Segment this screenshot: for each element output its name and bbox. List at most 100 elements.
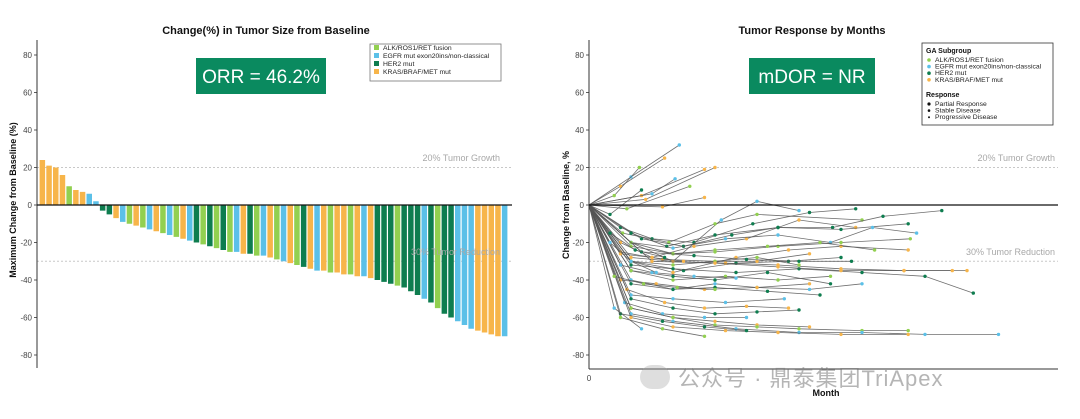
spider-point [797,327,801,331]
waterfall-bar [213,205,220,249]
legend-dot-alk [927,58,931,62]
waterfall-bar [475,205,481,331]
legend-group-title: GA Subgroup [926,48,971,55]
spider-point [692,244,696,248]
spider-point [713,233,717,237]
legend-swatch-egfr [374,53,379,58]
waterfall-y-tick-label: 20 [23,164,32,173]
spider-point [818,240,822,245]
spider-point [713,222,717,226]
spider-point [818,293,822,297]
spider-y-tick-label: 20 [575,164,584,173]
spider-point [629,297,633,301]
waterfall-ylabel: Maximum Change from Baseline (%) [8,122,18,278]
waterfall-bar [287,205,293,264]
spider-series-line [588,204,800,266]
spider-point [618,263,623,267]
spider-point [902,268,906,273]
waterfall-bar [495,205,501,337]
waterfall-bar [39,160,46,205]
spider-xlabel: Month [813,388,840,398]
spider-point [854,207,858,211]
waterfall-bar [294,205,300,265]
spider-point [860,270,864,275]
spider-point [797,308,801,312]
spider-point [702,195,707,200]
spider-point [629,244,633,248]
waterfall-bar [381,205,387,282]
spider-point [755,212,759,217]
spider-series-line [588,204,684,262]
spider-point [671,325,675,329]
spider-y-tick-label: 40 [575,126,584,135]
spider-point [702,325,707,329]
waterfall-bar [233,205,240,252]
spider-point [807,210,812,215]
spider-point [830,225,835,230]
waterfall-bar [173,205,180,237]
waterfall-y-tick-label: -60 [20,314,32,323]
waterfall-bar [193,205,200,243]
spider-point [730,233,734,237]
spider-point [881,214,885,218]
waterfall-bar [59,175,66,205]
spider-point [654,282,658,286]
legend-label-egfr: EGFR mut exon20ins/non-classical [383,53,490,60]
waterfall-bar [46,165,52,206]
mdor-box [749,58,875,94]
spider-series-line [588,204,657,273]
spider-point [671,278,675,282]
legend-response-label: Progressive Disease [935,114,998,121]
waterfall-bar [220,205,226,250]
spider-series-line [588,204,800,315]
waterfall-bar [180,205,186,239]
spider-y-tick-label: 60 [575,89,584,98]
spider-point [828,274,833,278]
waterfall-bar [321,205,327,271]
spider-point [755,255,759,260]
waterfall-bar [300,205,307,267]
legend-response-marker [928,116,930,119]
spider-point [675,285,679,290]
spider-point [644,197,648,202]
spider-series-line [588,204,810,290]
spider-chart: Tumor Response by Months 80 60 40 20 0 -20 -40… [561,25,1058,398]
spider-point [765,289,770,293]
spider-y-tick-label: -40 [572,276,584,285]
spider-point [629,315,633,320]
watermark-text: 公众号 · 鼎泰集团TriApex [678,366,944,391]
waterfall-y-tick-label: 60 [23,89,32,98]
spider-point [723,237,728,241]
spider-series-line [588,204,705,337]
waterfall-bar [367,205,374,279]
waterfall-bar [99,205,106,211]
waterfall-y-tick-label: -80 [20,351,32,360]
spider-point [923,332,927,337]
waterfall-y-tick-label: -40 [20,276,32,285]
spider-point [734,276,738,280]
waterfall-bar [140,205,146,228]
spider-point [839,240,843,245]
waterfall-bar [307,205,314,269]
waterfall-bar [488,205,494,335]
waterfall-bar [166,205,173,235]
watermark: 公众号 · 鼎泰集团TriApex [640,360,1060,394]
waterfall-bar [501,205,508,337]
spider-point [807,287,812,292]
spider-point [906,222,910,226]
waterfall-bar [106,205,113,215]
spider-point [776,233,780,237]
spider-point [660,319,665,323]
spider-point [660,205,665,209]
waterfall-bar [53,167,59,205]
spider-y-tick-label: 0 [580,201,585,210]
spider-point [688,184,692,188]
spider-point [965,268,969,273]
spider-y-tick-label: -60 [572,314,584,323]
spider-point [786,248,791,252]
spider-point [662,300,667,305]
spider-point [629,259,633,263]
spider-point [723,328,728,333]
waterfall-bar [421,205,427,299]
